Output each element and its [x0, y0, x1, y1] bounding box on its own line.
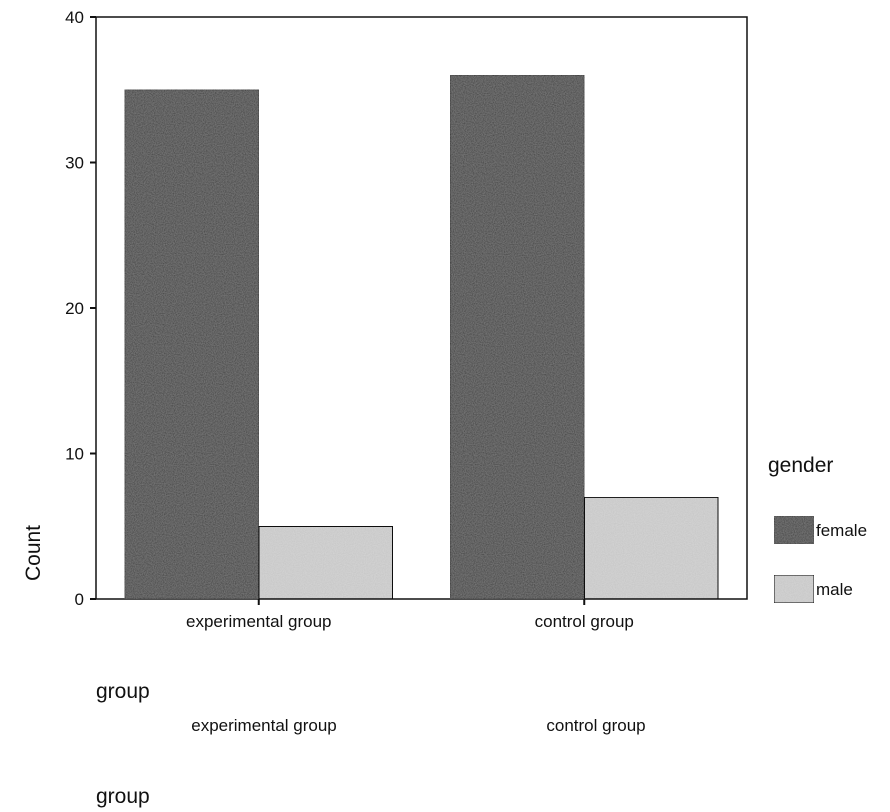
repeated-category-label-experimental: experimental group [191, 716, 337, 735]
legend-swatch-male [773, 574, 815, 604]
bar-female-control [449, 74, 585, 600]
x-axis-title: group [96, 680, 150, 703]
bar-female-experimental [124, 89, 260, 600]
y-tick-label: 40 [65, 8, 84, 27]
legend-label-female: female [816, 521, 867, 540]
y-axis: 0 10 20 30 40 [65, 8, 96, 609]
bars [124, 74, 719, 600]
y-axis-title: Count [22, 525, 45, 581]
x-tick-label: control group [535, 612, 634, 631]
y-tick-label: 20 [65, 299, 84, 318]
x-tick-label: experimental group [186, 612, 332, 631]
repeated-category-label-control: control group [546, 716, 645, 735]
x-axis: experimental group control group [186, 599, 634, 631]
y-tick-label: 0 [75, 590, 84, 609]
bar-male-control [583, 496, 719, 600]
legend-swatch-female [773, 515, 815, 545]
legend-title: gender [768, 454, 833, 477]
repeated-x-axis-title: group [96, 785, 150, 808]
y-tick-label: 10 [65, 445, 84, 464]
bar-male-experimental [258, 525, 394, 600]
legend-label-male: male [816, 580, 853, 599]
y-tick-label: 30 [65, 154, 84, 173]
legend: gender female male [768, 454, 867, 604]
